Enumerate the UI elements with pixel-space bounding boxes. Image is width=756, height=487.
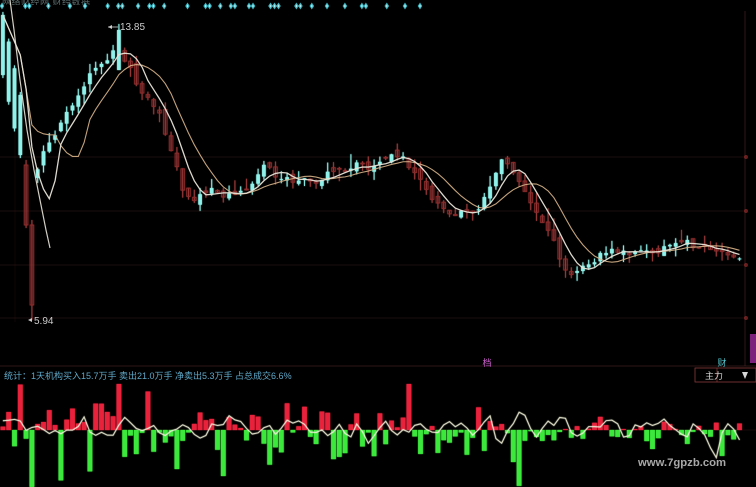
svg-text:5.94: 5.94 [34, 316, 54, 327]
svg-text:www.7gpzb.com: www.7gpzb.com [637, 457, 726, 469]
svg-text:财: 财 [717, 357, 726, 368]
svg-text:13.85: 13.85 [120, 22, 145, 33]
svg-text:主力: 主力 [705, 370, 723, 381]
svg-text:统计：1天机构买入15.7万手 卖出21.0万手 净卖出5.: 统计：1天机构买入15.7万手 卖出21.0万手 净卖出5.3万手 占总成交6.… [4, 370, 292, 381]
svg-text:档: 档 [482, 357, 491, 368]
